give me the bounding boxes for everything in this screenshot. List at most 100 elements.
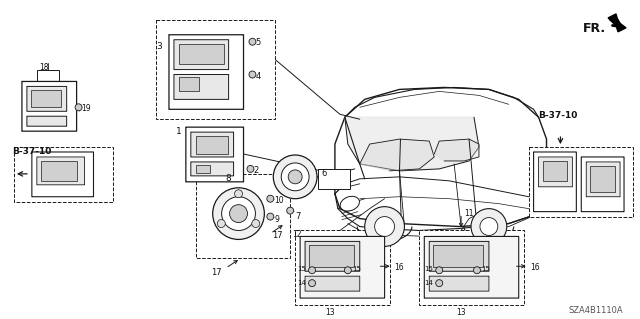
Circle shape [288,170,302,184]
Text: 17: 17 [272,232,283,241]
Polygon shape [360,139,435,171]
FancyBboxPatch shape [169,35,243,109]
Bar [318,169,350,189]
Circle shape [436,267,443,274]
FancyBboxPatch shape [305,241,360,271]
FancyBboxPatch shape [429,276,489,291]
Bar [196,136,228,154]
Text: 13: 13 [325,308,335,317]
Text: 18: 18 [39,63,49,71]
Text: 19: 19 [81,104,91,113]
Text: SZA4B1110A: SZA4B1110A [568,306,623,315]
FancyBboxPatch shape [32,152,93,197]
Circle shape [365,207,404,246]
Text: 17: 17 [211,268,221,277]
Polygon shape [345,117,479,171]
Bar [179,44,223,63]
Text: B-37-10: B-37-10 [539,111,578,120]
Circle shape [267,195,274,202]
Circle shape [234,190,243,198]
FancyBboxPatch shape [300,236,385,298]
Text: 15: 15 [481,266,490,272]
FancyBboxPatch shape [424,236,519,298]
Bar [419,231,524,305]
FancyBboxPatch shape [429,241,489,271]
Bar [295,231,390,305]
FancyBboxPatch shape [305,276,360,291]
Text: 4: 4 [255,71,260,80]
Text: 5: 5 [255,38,260,47]
Text: 3: 3 [156,42,162,51]
Text: 16: 16 [531,263,540,272]
Text: FR.: FR. [583,22,607,35]
Bar [179,78,199,92]
Bar [309,245,354,267]
FancyBboxPatch shape [27,86,67,111]
Circle shape [287,207,294,214]
Circle shape [436,280,443,287]
Text: 15: 15 [424,266,433,272]
FancyBboxPatch shape [27,116,67,126]
FancyBboxPatch shape [586,162,620,197]
Circle shape [273,155,317,199]
Text: 15: 15 [352,266,361,272]
Text: 12: 12 [292,231,301,240]
FancyBboxPatch shape [186,127,243,182]
FancyBboxPatch shape [191,162,234,176]
Circle shape [212,188,264,240]
Circle shape [480,218,498,235]
FancyBboxPatch shape [534,152,577,211]
Text: 15: 15 [297,266,306,272]
Circle shape [249,71,256,78]
Circle shape [474,267,481,274]
Circle shape [247,166,254,172]
Circle shape [252,219,260,227]
Text: 8: 8 [226,174,232,183]
Circle shape [221,197,255,231]
Bar [543,161,568,181]
Circle shape [75,104,82,111]
Circle shape [374,217,394,236]
Circle shape [308,267,316,274]
FancyBboxPatch shape [22,81,77,131]
Bar [529,147,633,217]
Text: 10: 10 [275,196,284,205]
Bar [590,166,615,192]
FancyBboxPatch shape [581,157,624,211]
Circle shape [218,219,225,227]
Polygon shape [435,139,479,161]
Bar [196,165,210,173]
Text: 11: 11 [464,209,474,218]
Text: 16: 16 [394,263,404,272]
Bar [196,174,290,258]
Bar [14,147,113,202]
Text: 14: 14 [424,280,433,286]
Polygon shape [608,14,626,32]
Bar [433,245,483,267]
Text: 1: 1 [176,127,182,136]
FancyBboxPatch shape [174,40,228,70]
FancyBboxPatch shape [174,75,228,100]
Text: 13: 13 [456,308,466,317]
Circle shape [281,163,309,191]
Text: 14: 14 [297,280,306,286]
Circle shape [267,213,274,220]
Circle shape [230,205,248,223]
Circle shape [308,280,316,287]
Circle shape [249,38,256,45]
Bar [31,90,61,107]
FancyBboxPatch shape [191,132,234,157]
Bar [41,161,77,181]
Text: 2: 2 [253,166,259,175]
Text: B-37-10: B-37-10 [12,147,51,156]
Text: 6: 6 [321,169,326,178]
Ellipse shape [340,196,360,211]
Bar [156,20,275,119]
Text: 9: 9 [275,215,279,224]
Circle shape [344,267,351,274]
Circle shape [471,209,507,244]
FancyBboxPatch shape [37,157,84,185]
Bar [37,70,59,84]
Text: 7: 7 [295,211,301,221]
FancyBboxPatch shape [538,157,572,187]
